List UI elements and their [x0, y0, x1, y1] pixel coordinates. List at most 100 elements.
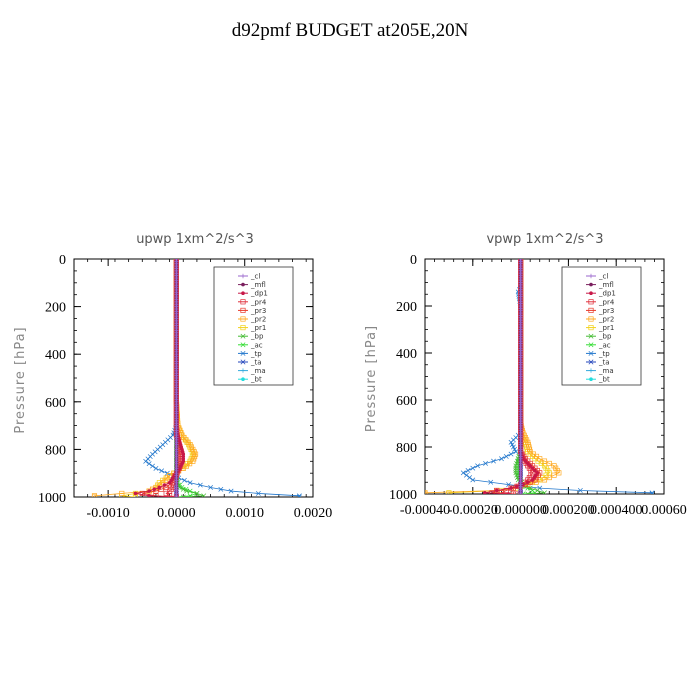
data-point [133, 491, 138, 496]
legend-label: _pr3 [598, 307, 614, 315]
legend-entry: _pr2 [586, 316, 614, 324]
y-tick-label: 1000 [389, 488, 417, 503]
data-point [589, 377, 593, 382]
legend-entry: _ta [238, 359, 262, 367]
legend-entry: _pr4 [238, 298, 267, 306]
data-point [201, 493, 207, 497]
data-point [588, 273, 594, 279]
legend-entry: _ac [586, 341, 611, 349]
data-point [180, 486, 186, 492]
data-point [162, 483, 167, 487]
data-point [240, 307, 246, 313]
data-point [509, 442, 515, 448]
legend-entry: _mfl [238, 281, 266, 289]
x-tick-label: 0.0000 [157, 506, 196, 521]
legend-label: _ta [598, 359, 610, 367]
data-point [255, 490, 261, 496]
legend-entry: _pr2 [238, 316, 266, 324]
data-point [465, 468, 471, 473]
data-point [513, 465, 519, 471]
data-point [475, 463, 481, 469]
data-point [241, 282, 245, 287]
legend-entry: _pr4 [586, 298, 615, 306]
data-point [588, 307, 594, 313]
x-tick-label: -0.0010 [87, 506, 130, 521]
legend-label: _cl [598, 273, 608, 281]
y-tick-label: 200 [396, 300, 417, 315]
data-point [513, 449, 519, 455]
data-point [541, 477, 548, 483]
panel-title: vpwp 1xm^2/s^3 [486, 232, 603, 247]
legend-label: _ta [250, 359, 262, 367]
data-point [146, 461, 152, 467]
series-pr4 [163, 259, 184, 497]
legend-label: _dp1 [250, 290, 268, 298]
y-tick-label: 200 [45, 301, 66, 316]
data-point [588, 359, 594, 365]
data-point [147, 489, 151, 493]
y-axis-label: Pressure [hPa] [13, 326, 28, 433]
legend-entry: _bp [238, 333, 264, 341]
legend-label: _pr1 [598, 324, 614, 332]
data-point [530, 478, 535, 482]
data-point [513, 463, 519, 469]
data-point [546, 460, 552, 467]
legend: _cl_mfl_dp1_pr4_pr3_pr2_pr1_bp_ac_tp_ta_… [213, 266, 294, 386]
data-point [180, 494, 186, 497]
legend-entry: _cl [586, 273, 608, 281]
data-point [168, 486, 174, 492]
chart-panel-1: upwp 1xm^2/s^3 Pressure [hPa] 0 200 400 600 80… [13, 232, 332, 521]
series-cl [174, 259, 179, 497]
data-point [588, 350, 594, 356]
data-area [91, 259, 302, 497]
legend-entry: _cl [238, 273, 260, 281]
legend-label: _bp [598, 333, 612, 341]
data-point [503, 453, 509, 459]
data-point [508, 451, 514, 457]
y-tick-label: 1000 [38, 491, 66, 506]
y-axis-label: Pressure [hPa] [364, 325, 379, 432]
data-point [503, 487, 509, 494]
data-point [491, 458, 496, 464]
legend-label: _pr2 [250, 316, 266, 324]
data-point [588, 342, 594, 348]
data-point [533, 468, 537, 473]
data-point [240, 325, 246, 331]
legend-entry: _bt [586, 376, 610, 384]
legend-label: _pr3 [250, 307, 266, 315]
legend-entry: _pr1 [238, 324, 266, 332]
data-point [241, 291, 245, 296]
data-point [240, 333, 246, 339]
legend-label: _pr4 [250, 298, 267, 306]
data-point [139, 490, 145, 496]
series-dp1 [482, 259, 540, 494]
data-point [525, 461, 530, 466]
legend-label: _cl [250, 273, 260, 281]
data-point [470, 465, 476, 471]
legend-entry: _ma [238, 367, 266, 375]
data-point [240, 299, 246, 305]
data-point [143, 458, 149, 464]
legend: _cl_mfl_dp1_pr4_pr3_pr2_pr1_bp_ac_tp_ta_… [561, 266, 642, 386]
data-point [460, 470, 466, 476]
legend-entry: _tp [586, 350, 610, 358]
legend-label: _bp [250, 333, 264, 341]
x-tick-label: 0.0020 [294, 506, 333, 521]
data-point [577, 488, 583, 493]
data-point [498, 490, 505, 494]
data-point [240, 368, 246, 373]
data-point [513, 491, 519, 494]
chart-panel-2: vpwp 1xm^2/s^3 Pressure [hPa] 0 200 400 600 80… [364, 232, 687, 518]
data-point [152, 487, 157, 492]
data-point [241, 377, 245, 382]
data-point [483, 461, 488, 466]
data-point [174, 494, 179, 497]
x-tick-label: 0.000000 [494, 503, 547, 518]
legend-label: _pr4 [598, 298, 615, 306]
legend-label: _mfl [598, 281, 614, 289]
y-tick-label: 800 [45, 443, 66, 458]
data-point [546, 475, 552, 481]
data-point [240, 342, 246, 348]
data-point [588, 325, 594, 331]
data-point [147, 494, 151, 497]
